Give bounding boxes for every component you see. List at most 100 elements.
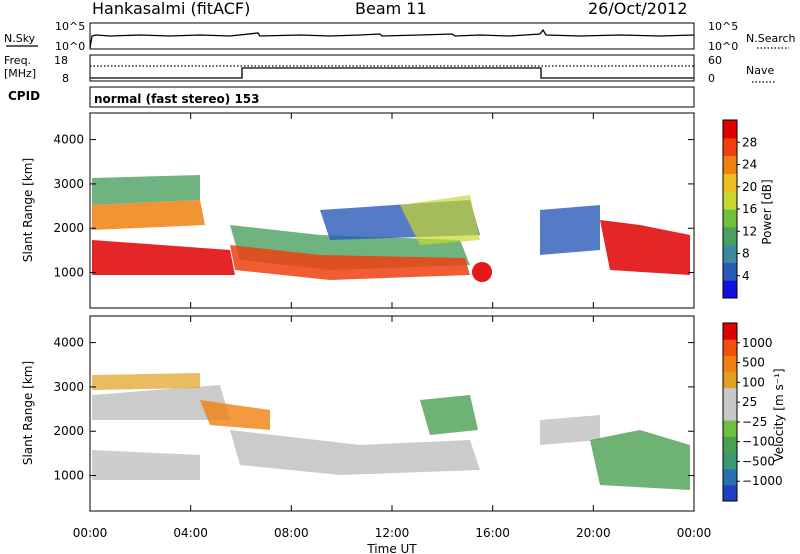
velocity-colorbar-segment (723, 355, 737, 373)
date-title: 26/Oct/2012 (588, 0, 688, 18)
velocity-band-middle (230, 430, 480, 475)
power-colorbar-tick-label: 28 (742, 135, 757, 149)
cpid-label: CPID (8, 89, 40, 103)
x-tick-label: 04:00 (173, 526, 208, 540)
velocity-colorbar-segment (723, 387, 737, 405)
velocity-band-orange (200, 400, 270, 430)
power-data-layer (92, 175, 690, 282)
power-colorbar-segment (723, 280, 737, 299)
nsky-tick-high-left: 10^5 (55, 20, 85, 33)
velocity-colorbar-tick-label: 1000 (742, 336, 773, 350)
velocity-band-late-gray (540, 415, 600, 445)
power-colorbar-segment (723, 226, 737, 246)
nave-tick-low: 0 (708, 72, 715, 85)
power-y-tick-label: 4000 (53, 133, 84, 147)
cpid-mode: normal (fast stereo) 153 (94, 92, 260, 106)
station-title: Hankasalmi (fitACF) (92, 0, 250, 18)
power-y-tick-label: 2000 (53, 221, 84, 235)
power-band-middle-core (230, 245, 470, 280)
velocity-colorbar-segment (723, 371, 737, 389)
velocity-band-upper (92, 385, 230, 420)
power-colorbar-label: Power [dB] (760, 179, 774, 244)
freq-tick-high: 18 (54, 54, 68, 67)
x-tick-label: 16:00 (475, 526, 510, 540)
velocity-band-green (420, 395, 478, 435)
x-tick-label: 00:00 (677, 526, 712, 540)
power-band-upper-core (92, 200, 205, 230)
velocity-colorbar-segment (723, 452, 737, 470)
velocity-panel: 1000 2000 3000 4000 Slant Range [km] 1000 50… (21, 315, 786, 512)
power-y-ticks: 1000 2000 3000 4000 (53, 133, 694, 280)
freq-strip-frame (89, 54, 695, 82)
power-x-tick-marks (89, 113, 695, 308)
velocity-colorbar-tick-label: 500 (742, 356, 765, 370)
cpid-strip-frame (89, 86, 695, 108)
freq-label-1: Freq. (4, 54, 31, 67)
velocity-colorbar-ticks: 1000 500 100 25 −25 −100 −500 −1000 (737, 336, 783, 488)
velocity-colorbar-tick-label: −1000 (742, 474, 783, 488)
velocity-band-lower (92, 450, 200, 480)
velocity-colorbar-tick-label: 100 (742, 375, 765, 389)
nsky-label: N.Sky (4, 32, 36, 45)
power-colorbar-segment (723, 244, 737, 263)
velocity-y-tick-label: 1000 (53, 469, 84, 483)
velocity-colorbar (722, 322, 738, 502)
power-colorbar-segment (723, 173, 737, 192)
nsky-tick-low-right: 10^0 (708, 40, 738, 53)
velocity-colorbar-tick-label: 25 (742, 395, 757, 409)
power-colorbar-segment (723, 120, 737, 139)
beam-title: Beam 11 (355, 0, 427, 18)
velocity-band-top (92, 373, 200, 390)
x-axis-title: Time UT (366, 542, 417, 554)
nsearch-label: N.Search (746, 32, 796, 45)
x-tick-label: 08:00 (274, 526, 309, 540)
nsky-trace (89, 28, 695, 49)
power-colorbar-tick-label: 4 (742, 269, 750, 283)
x-tick-label: 00:00 (73, 526, 108, 540)
velocity-y-tick-label: 2000 (53, 424, 84, 438)
power-y-axis-label: Slant Range [km] (21, 158, 35, 262)
power-band-streaks (400, 195, 480, 245)
velocity-colorbar-segment (723, 323, 737, 340)
velocity-colorbar-tick-label: −100 (742, 435, 775, 449)
velocity-y-tick-label: 3000 (53, 380, 84, 394)
velocity-data-layer (92, 373, 690, 490)
velocity-y-tick-label: 4000 (53, 336, 84, 350)
x-tick-labels: 00:00 04:00 08:00 12:00 16:00 20:00 00:00 (73, 526, 712, 540)
velocity-colorbar-segment (723, 339, 737, 356)
power-colorbar-segment (723, 209, 737, 228)
nave-tick-high: 60 (708, 54, 722, 67)
power-panel: 1000 2000 3000 4000 Slant Range [km] 4 8 12 16… (21, 112, 774, 309)
power-blob (472, 262, 492, 282)
power-colorbar-ticks: 4 8 12 16 20 24 28 (737, 135, 757, 283)
x-tick-label: 12:00 (375, 526, 410, 540)
nsky-tick-high-right: 10^5 (708, 20, 738, 33)
velocity-colorbar-tick-label: −25 (742, 415, 767, 429)
power-colorbar-segment (723, 191, 737, 210)
x-tick-label: 20:00 (576, 526, 611, 540)
power-colorbar-tick-label: 16 (742, 202, 757, 216)
power-band-lower (92, 240, 235, 275)
nsky-strip-frame (89, 22, 695, 50)
velocity-colorbar-segment (723, 484, 737, 502)
power-colorbar-tick-label: 20 (742, 180, 757, 194)
freq-trace (90, 67, 694, 79)
power-band-upper (92, 175, 200, 205)
velocity-colorbar-label: Velocity [m s⁻¹] (772, 368, 786, 461)
velocity-y-ticks: 1000 2000 3000 4000 (53, 336, 694, 483)
freq-label-2: [MHz] (4, 67, 36, 80)
power-colorbar-tick-label: 8 (742, 247, 750, 261)
velocity-colorbar-frame (722, 322, 738, 502)
velocity-x-tick-marks (89, 316, 695, 511)
power-colorbar (722, 119, 738, 299)
velocity-colorbar-segment (723, 420, 737, 437)
power-colorbar-tick-label: 12 (742, 224, 757, 238)
nsky-tick-low-left: 10^0 (55, 40, 85, 53)
velocity-colorbar-segment (723, 436, 737, 453)
power-band-late-red (600, 220, 690, 275)
velocity-band-late-green (590, 430, 690, 490)
nave-label: Nave (746, 64, 774, 77)
power-y-tick-label: 3000 (53, 177, 84, 191)
power-colorbar-segment (723, 262, 737, 281)
